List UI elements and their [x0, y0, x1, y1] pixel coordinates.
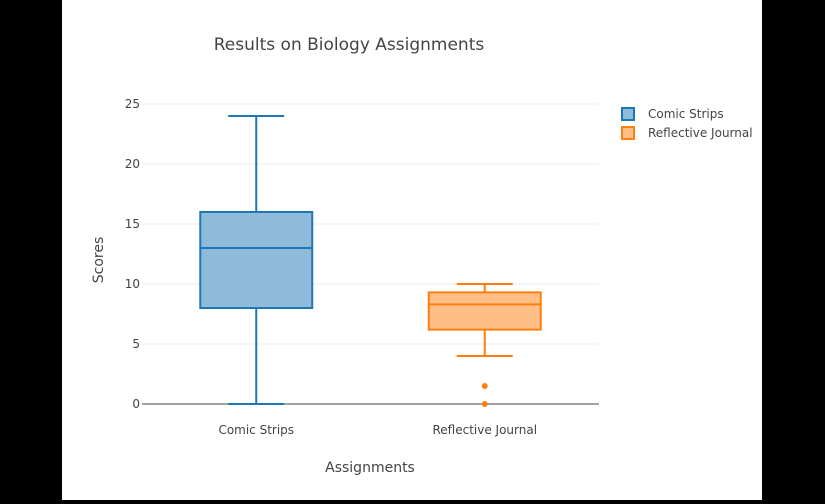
legend-label: Comic Strips	[648, 107, 724, 121]
y-tick-label: 0	[132, 397, 140, 411]
outlier-point	[481, 383, 488, 389]
y-axis-title: Scores	[91, 237, 107, 284]
y-tick-label: 5	[132, 337, 140, 351]
legend-item[interactable]: Reflective Journal	[621, 126, 753, 140]
legend-label: Reflective Journal	[648, 126, 753, 140]
box-plot-chart: 0 5 10 15 20 25 Comic Strips Reflective Journa…	[91, 35, 753, 476]
box-series	[199, 115, 542, 407]
legend[interactable]: Comic Strips Reflective Journal	[621, 107, 753, 140]
y-tick-label: 10	[125, 277, 140, 291]
chart-title: Results on Biology Assignments	[214, 35, 485, 55]
x-tick-label: Reflective Journal	[432, 423, 537, 437]
legend-item[interactable]: Comic Strips	[621, 107, 724, 121]
y-tick-labels: 0 5 10 15 20 25	[125, 97, 140, 411]
box-trace	[199, 115, 314, 405]
legend-swatch	[621, 107, 635, 121]
y-tick-label: 25	[125, 97, 140, 111]
x-axis-title: Assignments	[325, 460, 415, 476]
legend-swatch	[621, 126, 635, 140]
iqr-box	[199, 211, 314, 309]
y-tick-label: 15	[125, 217, 140, 231]
chart-canvas: 0 5 10 15 20 25 Comic Strips Reflective Journa…	[62, 0, 762, 500]
y-tick-label: 20	[125, 157, 140, 171]
x-tick-label: Comic Strips	[218, 423, 294, 437]
box-trace	[427, 283, 542, 407]
iqr-box	[427, 291, 542, 331]
x-tick-labels: Comic Strips Reflective Journal	[218, 423, 537, 437]
outlier-point	[481, 401, 488, 407]
